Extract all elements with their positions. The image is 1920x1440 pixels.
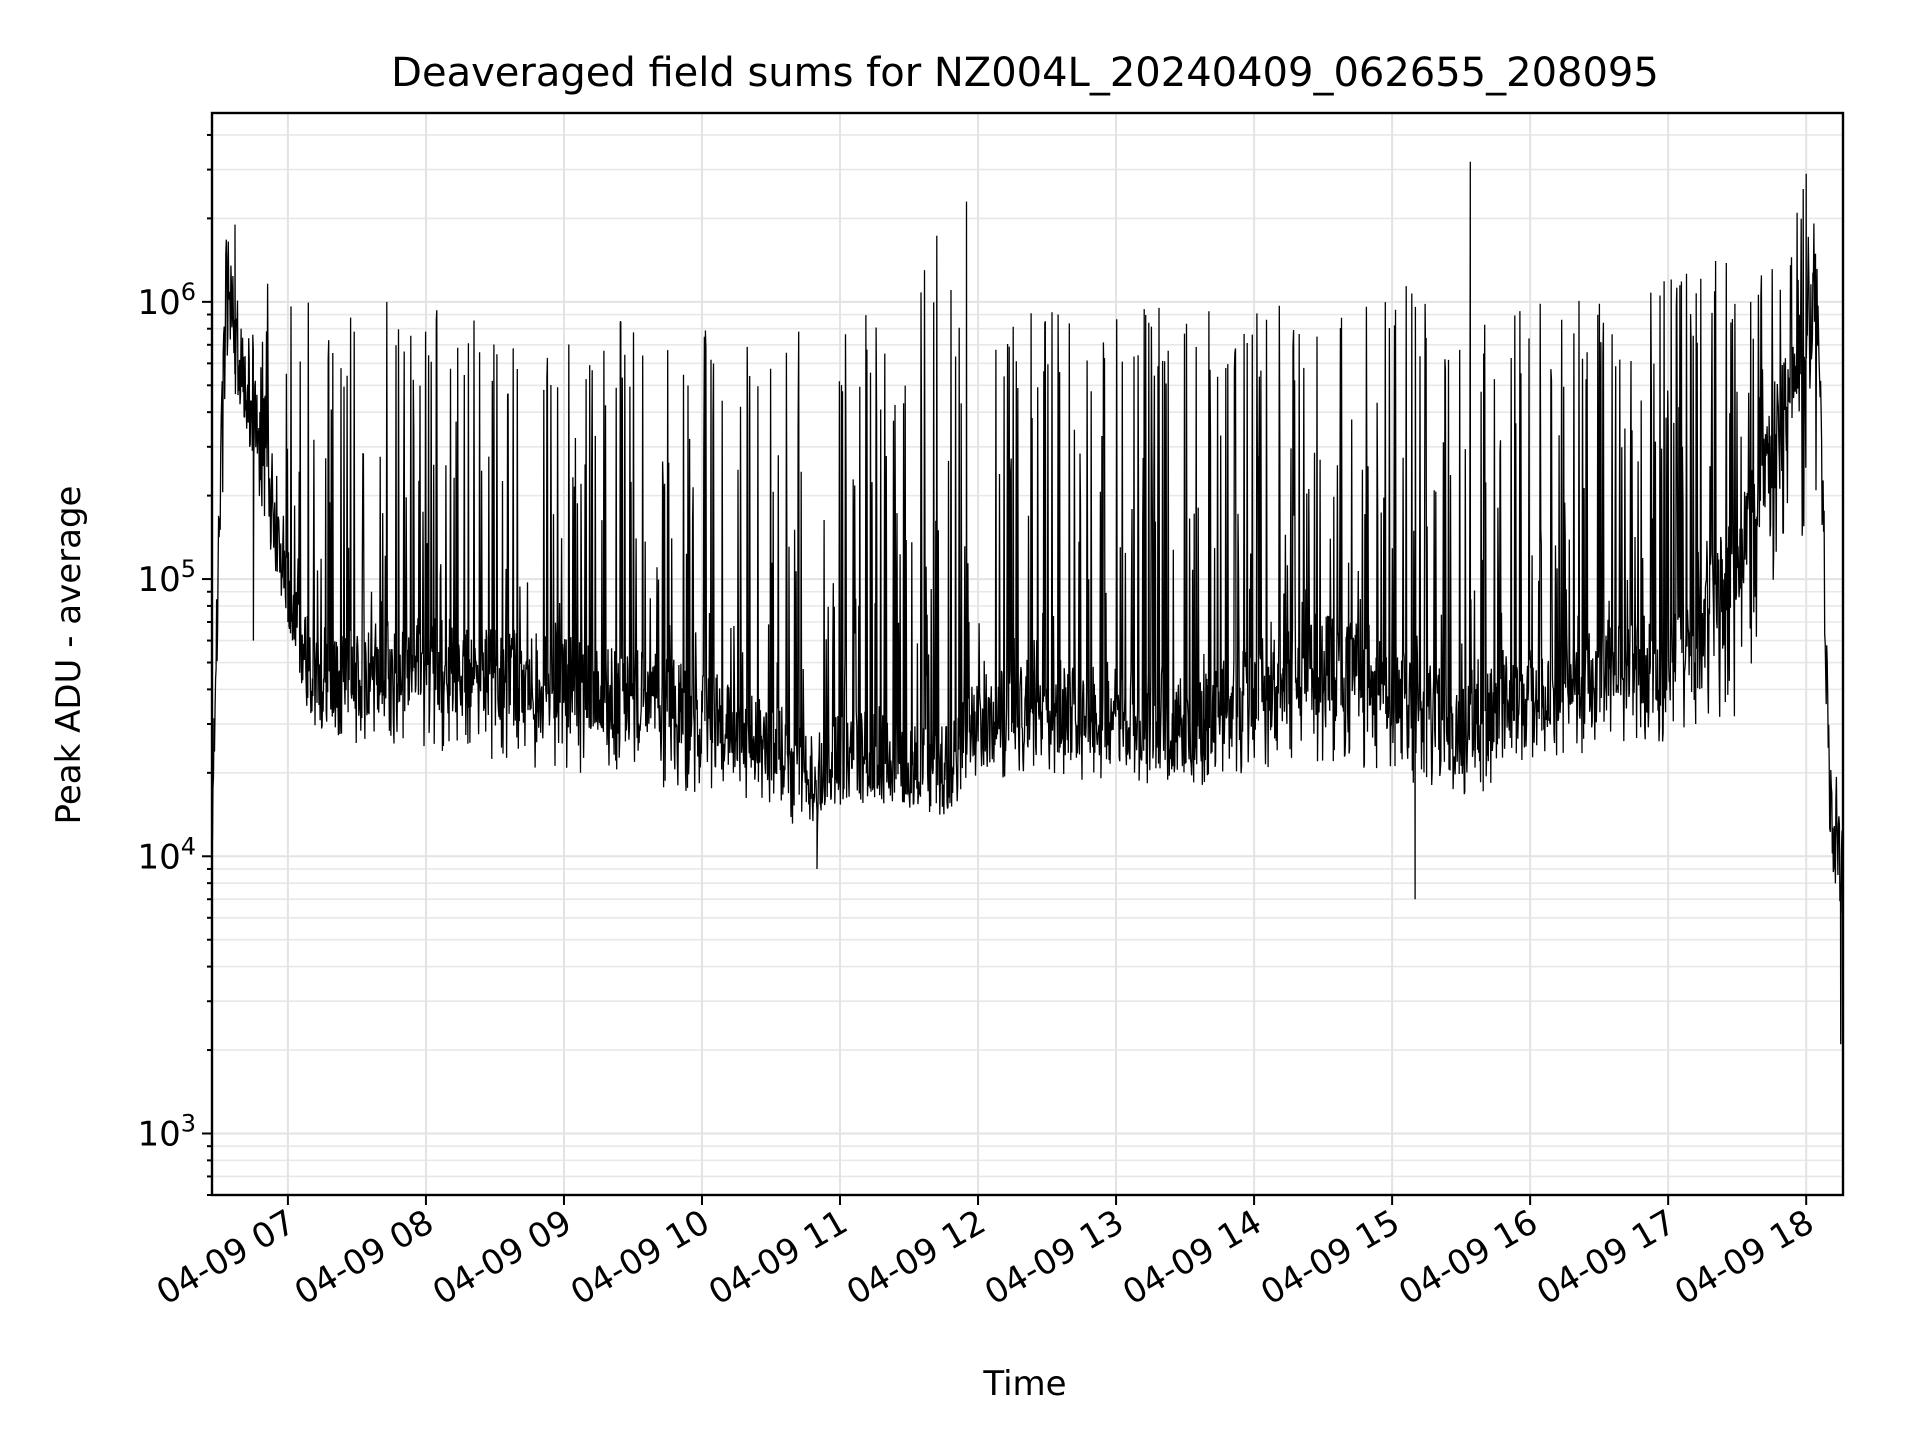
x-axis-label: Time — [982, 1364, 1066, 1404]
y-tick-label: 104 — [137, 832, 196, 877]
chart-title: Deaveraged field sums for NZ004L_2024040… — [391, 50, 1659, 96]
plot-frame — [210, 111, 1845, 1197]
series-layer — [211, 161, 1844, 1045]
y-tick-label: 105 — [137, 555, 196, 600]
y-axis-label: Peak ADU - average — [49, 486, 89, 825]
grid — [212, 113, 1843, 1196]
y-tick-label: 103 — [137, 1109, 196, 1154]
y-tick-label: 106 — [137, 278, 196, 323]
series-line — [211, 161, 1844, 1045]
